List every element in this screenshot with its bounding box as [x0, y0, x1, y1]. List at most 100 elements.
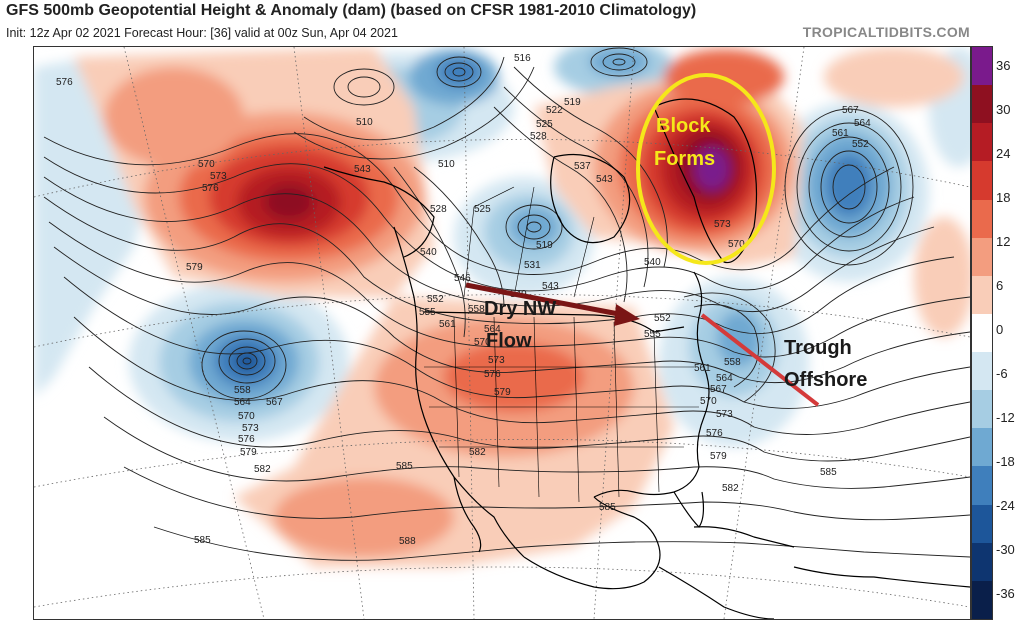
contour-label: 564: [484, 324, 501, 335]
contour-label: 585: [194, 535, 211, 546]
cuba: [693, 526, 795, 548]
contour-label: 561: [832, 128, 849, 139]
colorbar-segment: [972, 466, 992, 506]
contour-label: 540: [420, 247, 437, 258]
colorbar-tick-label: -30: [996, 542, 1015, 558]
block-label-line2: Forms: [654, 148, 715, 170]
contour-label: 582: [722, 483, 739, 494]
contour-label: 579: [186, 262, 203, 273]
contour-label: 528: [530, 131, 547, 142]
colorbar-tick-label: 6: [996, 278, 1004, 294]
contour-label: 570: [238, 411, 255, 422]
anomaly-map: 576 510 516 519 522 525 528 567 564 561 …: [33, 46, 971, 620]
contour-label: 576: [202, 183, 219, 194]
contour-label: 579: [494, 387, 511, 398]
contour-label: 561: [439, 319, 456, 330]
contour-label: 558: [234, 385, 251, 396]
colorbar-segment: [972, 275, 992, 315]
height-contours: [43, 47, 970, 561]
colorbar-segment: [972, 123, 992, 162]
contour-label: 552: [852, 139, 869, 150]
flow-label-line1: Dry NW: [484, 298, 556, 320]
contour-label: 519: [536, 240, 553, 251]
anomaly-shading: [34, 47, 970, 567]
colorbar-segment: [972, 161, 992, 201]
contour-label: 576: [56, 77, 73, 88]
colorbar-tick-label: 36: [996, 58, 1011, 74]
colorbar-segment: [972, 313, 992, 353]
colorbar-tick-label: -36: [996, 586, 1015, 602]
colorbar-tick-label: 18: [996, 190, 1011, 206]
contour-label: 519: [564, 97, 581, 108]
contour-label: 573: [242, 423, 259, 434]
contour-label: 579: [240, 447, 257, 458]
contour-labels: 576 510 516 519 522 525 528 567 564 561 …: [56, 53, 871, 547]
florida: [673, 491, 705, 528]
colorbar-tick-label: 12: [996, 234, 1011, 250]
contour-label: 585: [820, 467, 837, 478]
trough-label-line2: Offshore: [784, 369, 867, 391]
contour-label: 573: [716, 409, 733, 420]
contour-label: 537: [574, 161, 591, 172]
colorbar-segment: [972, 390, 992, 429]
contour-label: 576: [706, 428, 723, 439]
state-borders: [424, 186, 699, 503]
source-credit: TROPICALTIDBITS.COM: [802, 24, 970, 40]
colorbar-segment: [972, 237, 992, 277]
colorbar-segment: [972, 504, 992, 544]
contour-label: 567: [842, 105, 859, 116]
contour-label: 555: [419, 307, 436, 318]
flow-label-line2: Flow: [486, 330, 532, 352]
contour-label: 552: [427, 294, 444, 305]
colorbar-segment: [972, 580, 992, 620]
contour-label: 588: [399, 536, 416, 547]
flow-arrow-shaft: [465, 282, 625, 318]
east-coast: [693, 271, 710, 468]
anomaly-colorbar: [971, 46, 993, 620]
contour-label: 573: [210, 171, 227, 182]
contour-label: 576: [238, 434, 255, 445]
contour-label: 564: [234, 397, 251, 408]
contour-label: 525: [536, 119, 553, 130]
contour-label: 510: [356, 117, 373, 128]
contour-label: 582: [254, 464, 271, 475]
annotations: Block Forms Dry NW Flow Trough Offshore: [465, 73, 867, 407]
contour-label: 543: [354, 164, 371, 175]
colorbar-tick-label: -18: [996, 454, 1015, 470]
contour-label: 567: [710, 384, 727, 395]
hudson-bay: [550, 153, 631, 244]
contour-label: 573: [714, 219, 731, 230]
flow-arrow-head: [614, 304, 640, 326]
trough-label-line1: Trough: [784, 337, 852, 359]
colorbar-tick-label: 0: [996, 322, 1004, 338]
colorbar-tick-label: -12: [996, 410, 1015, 426]
contour-label: 561: [694, 363, 711, 374]
contour-label: 510: [438, 159, 455, 170]
contour-label: 555: [644, 329, 661, 340]
colorbar-tick-label: 30: [996, 102, 1011, 118]
colorbar-tick-label: 24: [996, 146, 1011, 162]
map-subtitle: Init: 12z Apr 02 2021 Forecast Hour: [36…: [6, 26, 398, 40]
colorbar-segment: [972, 47, 992, 86]
block-highlight-ellipse: [636, 73, 776, 265]
contour-label: 522: [546, 105, 563, 116]
west-coast: [393, 226, 525, 558]
trough-line: [700, 313, 820, 407]
colorbar-segment: [972, 85, 992, 124]
contour-label: 579: [710, 451, 727, 462]
contour-label: 552: [654, 313, 671, 324]
contour-label: 558: [724, 357, 741, 368]
contour-label: 576: [484, 369, 501, 380]
contour-label: 558: [468, 304, 485, 315]
colorbar-segment: [972, 542, 992, 582]
contour-label: 585: [599, 502, 616, 513]
contour-label: 546: [454, 273, 471, 284]
contour-label: 543: [542, 281, 559, 292]
contour-label: 564: [854, 118, 871, 129]
contour-label: 516: [514, 53, 531, 64]
contour-label: 570: [700, 396, 717, 407]
block-label-line1: Block: [656, 115, 711, 137]
contour-label: 582: [469, 447, 486, 458]
mexico-coast: [523, 496, 661, 590]
contour-label: 525: [474, 204, 491, 215]
